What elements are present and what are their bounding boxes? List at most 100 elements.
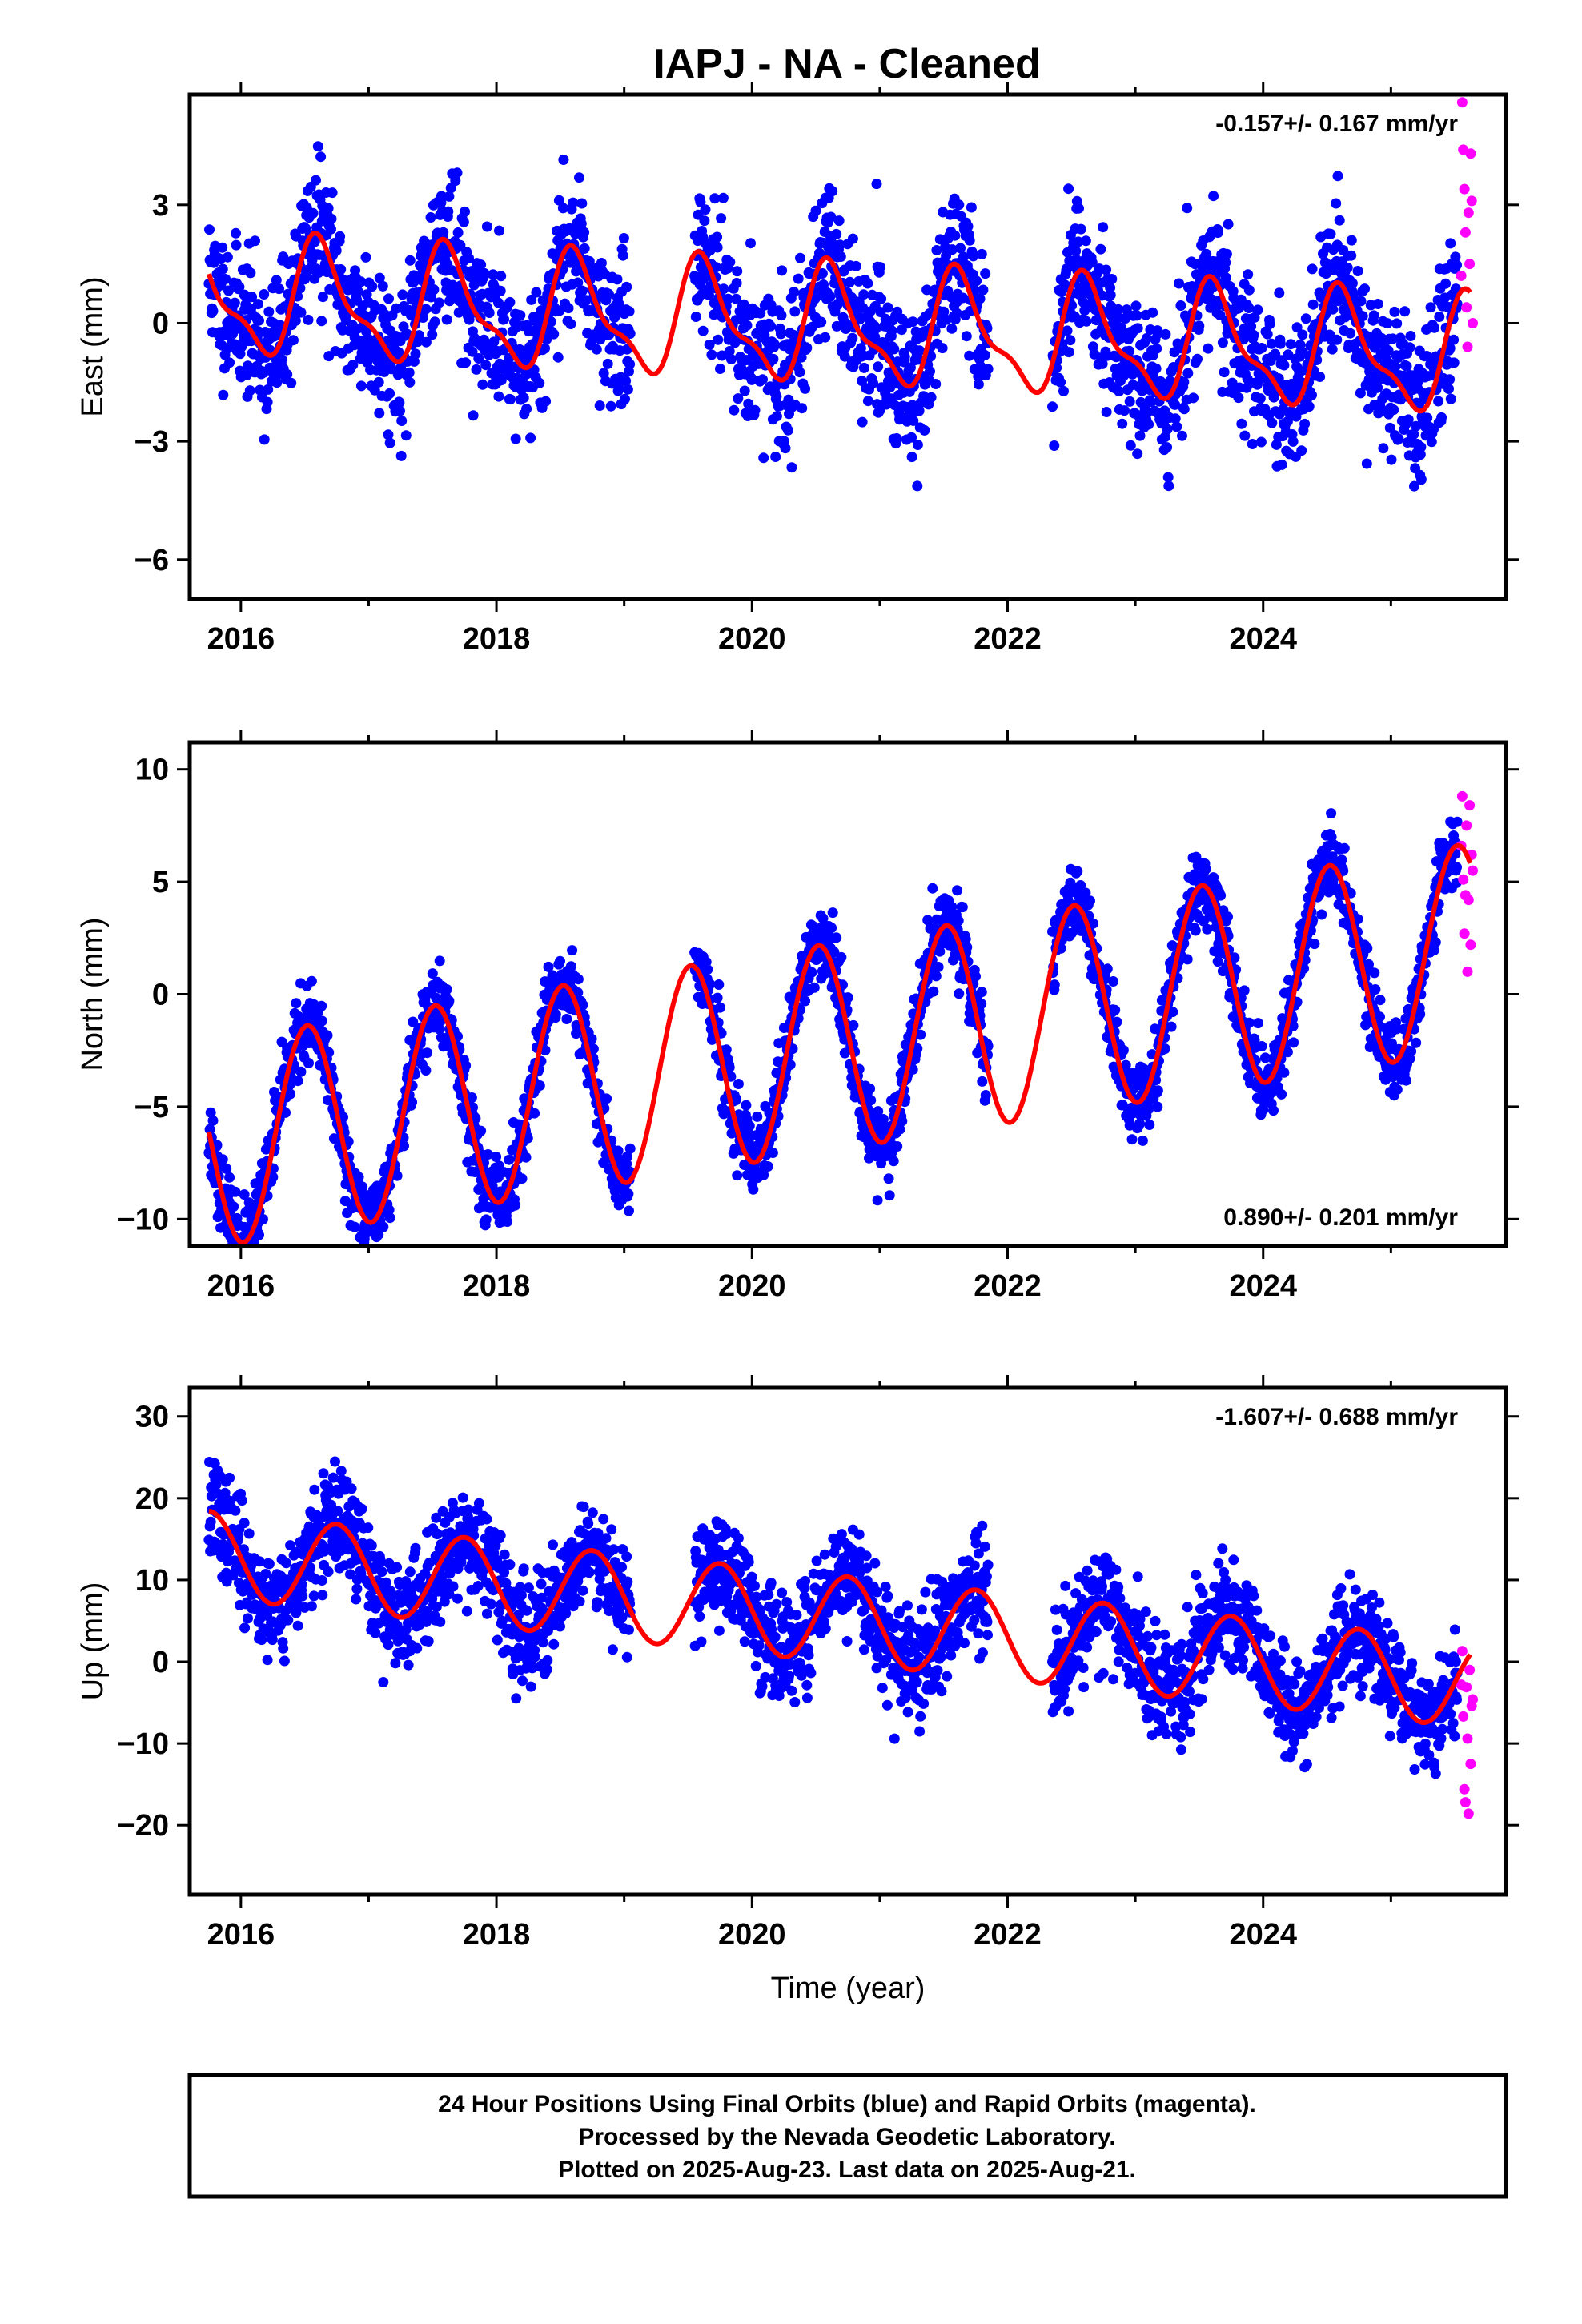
final-orbit-point [1152, 1101, 1163, 1112]
final-orbit-point [1445, 238, 1456, 249]
final-orbit-point [872, 1195, 883, 1206]
final-orbit-point [1372, 382, 1383, 393]
final-orbit-point [1202, 923, 1213, 935]
final-orbit-point [605, 400, 616, 412]
final-orbit-point [709, 193, 721, 204]
final-orbit-point [355, 276, 367, 287]
final-orbit-point [1220, 272, 1231, 283]
final-orbit-point [1182, 368, 1194, 379]
final-orbit-point [868, 377, 878, 388]
final-orbit-point [1267, 417, 1278, 428]
final-orbit-point [752, 1111, 763, 1122]
final-orbit-point [905, 362, 916, 373]
final-orbit-point [1248, 329, 1259, 340]
final-orbit-point [1264, 319, 1275, 329]
final-orbit-point [250, 235, 260, 247]
final-orbit-point [845, 276, 855, 287]
final-orbit-point [775, 328, 786, 340]
final-orbit-point [825, 291, 836, 302]
final-orbit-point [1401, 360, 1412, 372]
rapid-orbit-point [1456, 97, 1468, 108]
final-orbit-point [1080, 235, 1091, 247]
final-orbit-point [1346, 250, 1357, 261]
final-orbit-point [391, 1170, 403, 1181]
final-orbit-point [1390, 361, 1401, 372]
final-orbit-point [894, 1124, 905, 1135]
final-orbit-point [801, 342, 813, 353]
final-orbit-point [1182, 954, 1193, 965]
final-orbit-point [1327, 304, 1339, 315]
final-orbit-point [1124, 396, 1135, 407]
final-orbit-point [1220, 257, 1231, 268]
final-orbit-point [480, 1214, 492, 1225]
final-orbit-point [466, 1092, 477, 1103]
final-orbit-point [748, 1184, 759, 1195]
x-tick-label: 2022 [974, 622, 1042, 656]
rapid-orbit-point [1465, 148, 1476, 159]
final-orbit-point [464, 252, 474, 263]
final-orbit-point [1399, 306, 1411, 317]
final-orbit-point [521, 404, 532, 414]
final-orbit-point [725, 354, 737, 364]
final-orbit-point [1116, 322, 1127, 333]
final-orbit-point [516, 1173, 528, 1184]
final-orbit-point [1072, 866, 1083, 877]
final-orbit-point [467, 346, 478, 357]
final-orbit-point [295, 307, 307, 318]
final-orbit-point [1297, 329, 1308, 340]
final-orbit-point [946, 323, 958, 334]
final-orbit-point [577, 999, 588, 1011]
final-orbit-point [1255, 393, 1266, 404]
final-orbit-point [757, 374, 768, 385]
final-orbit-point [731, 1093, 742, 1104]
final-orbit-point [230, 1186, 241, 1197]
final-orbit-point [327, 187, 338, 199]
final-orbit-point [827, 186, 838, 197]
final-orbit-point [1326, 808, 1337, 819]
final-orbit-point [1266, 338, 1277, 349]
final-orbit-point [1285, 339, 1296, 350]
final-orbit-point [1387, 333, 1399, 344]
final-orbit-point [1124, 345, 1135, 356]
final-orbit-point [280, 1107, 291, 1118]
final-orbit-point [1246, 321, 1257, 332]
final-orbit-point [1315, 372, 1326, 382]
final-orbit-point [858, 362, 869, 373]
final-orbit-point [579, 243, 590, 254]
final-orbit-point [525, 432, 536, 444]
final-orbit-point [1422, 412, 1433, 424]
final-orbit-point [364, 353, 375, 364]
final-orbit-point [726, 1128, 737, 1139]
final-orbit-point [1339, 842, 1350, 854]
final-orbit-point [1130, 300, 1142, 312]
final-orbit-point [1236, 418, 1247, 429]
final-orbit-point [977, 1076, 988, 1087]
final-orbit-point [567, 945, 578, 956]
final-orbit-point [1291, 322, 1303, 333]
final-orbit-point [505, 394, 516, 405]
final-orbit-point [1271, 439, 1282, 450]
final-orbit-point [367, 281, 378, 292]
final-orbit-point [1118, 1045, 1129, 1055]
final-orbit-point [624, 359, 636, 370]
final-orbit-point [473, 353, 484, 364]
final-orbit-point [871, 179, 882, 190]
final-orbit-point [1405, 331, 1416, 341]
final-orbit-point [552, 352, 564, 363]
final-orbit-point [966, 202, 977, 213]
final-orbit-point [373, 1229, 384, 1240]
final-orbit-point [335, 231, 346, 242]
final-orbit-point [558, 155, 569, 165]
final-orbit-point [1276, 459, 1287, 470]
final-orbit-point [520, 1152, 532, 1163]
final-orbit-point [1288, 1037, 1299, 1048]
final-orbit-point [612, 274, 623, 285]
final-orbit-point [1121, 304, 1132, 316]
final-orbit-point [731, 278, 742, 288]
final-orbit-point [540, 343, 550, 354]
final-orbit-point [745, 238, 756, 249]
final-orbit-point [576, 198, 588, 209]
final-orbit-point [1219, 367, 1230, 378]
final-orbit-point [782, 424, 793, 436]
